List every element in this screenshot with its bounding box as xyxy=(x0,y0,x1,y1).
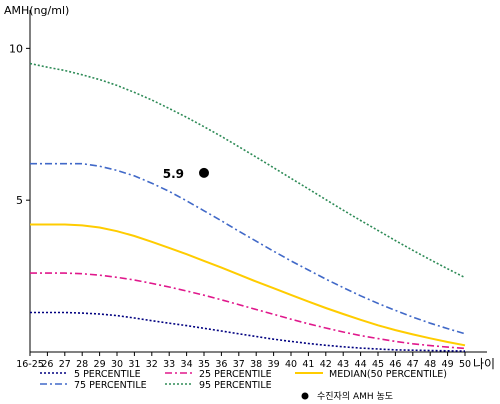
x-tick-label: 36 xyxy=(215,359,227,370)
x-tick-label: 43 xyxy=(337,359,349,370)
x-tick-label: 31 xyxy=(128,359,140,370)
x-tick-label: 38 xyxy=(250,359,262,370)
patient-amh-point xyxy=(199,167,209,178)
x-tick-label: 33 xyxy=(163,359,175,370)
x-tick-label: 49 xyxy=(442,359,454,370)
x-tick-label: 44 xyxy=(355,359,367,370)
x-tick-label: 28 xyxy=(76,359,88,370)
x-tick-label: 27 xyxy=(59,359,71,370)
x-tick-label: 26 xyxy=(41,359,53,370)
x-tick-label: 41 xyxy=(302,359,314,370)
series-line xyxy=(30,162,466,335)
y-axis-label: AMH(ng/ml) xyxy=(4,4,69,17)
patient-amh-value-label: 5.9 xyxy=(163,167,184,181)
x-tick-label: 32 xyxy=(146,359,158,370)
x-tick-label: 29 xyxy=(94,359,106,370)
legend-label: MEDIAN(50 PERCENTILE) xyxy=(329,369,447,380)
x-axis-label: 나이 xyxy=(473,357,495,371)
x-tick-label: 46 xyxy=(389,359,401,370)
series-line xyxy=(30,311,466,352)
y-tick-label: 5 xyxy=(16,194,23,207)
series-line xyxy=(29,62,466,279)
legend-point-label: 수진자의 AMH 농도 xyxy=(317,391,393,400)
series-line xyxy=(30,272,466,350)
legend-label: 5 PERCENTILE xyxy=(74,369,141,380)
x-tick-label: 48 xyxy=(424,359,436,370)
legend-label: 25 PERCENTILE xyxy=(199,369,272,380)
legend-label: 95 PERCENTILE xyxy=(199,380,272,391)
x-tick-label: 40 xyxy=(285,359,297,370)
x-tick-label: 35 xyxy=(198,359,210,370)
legend-point-swatch xyxy=(301,392,309,400)
x-tick-label: 45 xyxy=(372,359,384,370)
x-tick-label: 39 xyxy=(268,359,280,370)
series-line xyxy=(30,223,466,347)
x-tick-label: 47 xyxy=(407,359,419,370)
x-tick-label: 50 xyxy=(459,359,471,370)
x-tick-label: 34 xyxy=(181,359,193,370)
x-tick-label: 30 xyxy=(111,359,123,370)
x-tick-label: 37 xyxy=(233,359,245,370)
x-tick-label: 16-25 xyxy=(16,359,44,370)
legend-label: 75 PERCENTILE xyxy=(74,380,147,391)
y-tick-label: 10 xyxy=(9,42,23,55)
x-tick-label: 42 xyxy=(320,359,332,370)
